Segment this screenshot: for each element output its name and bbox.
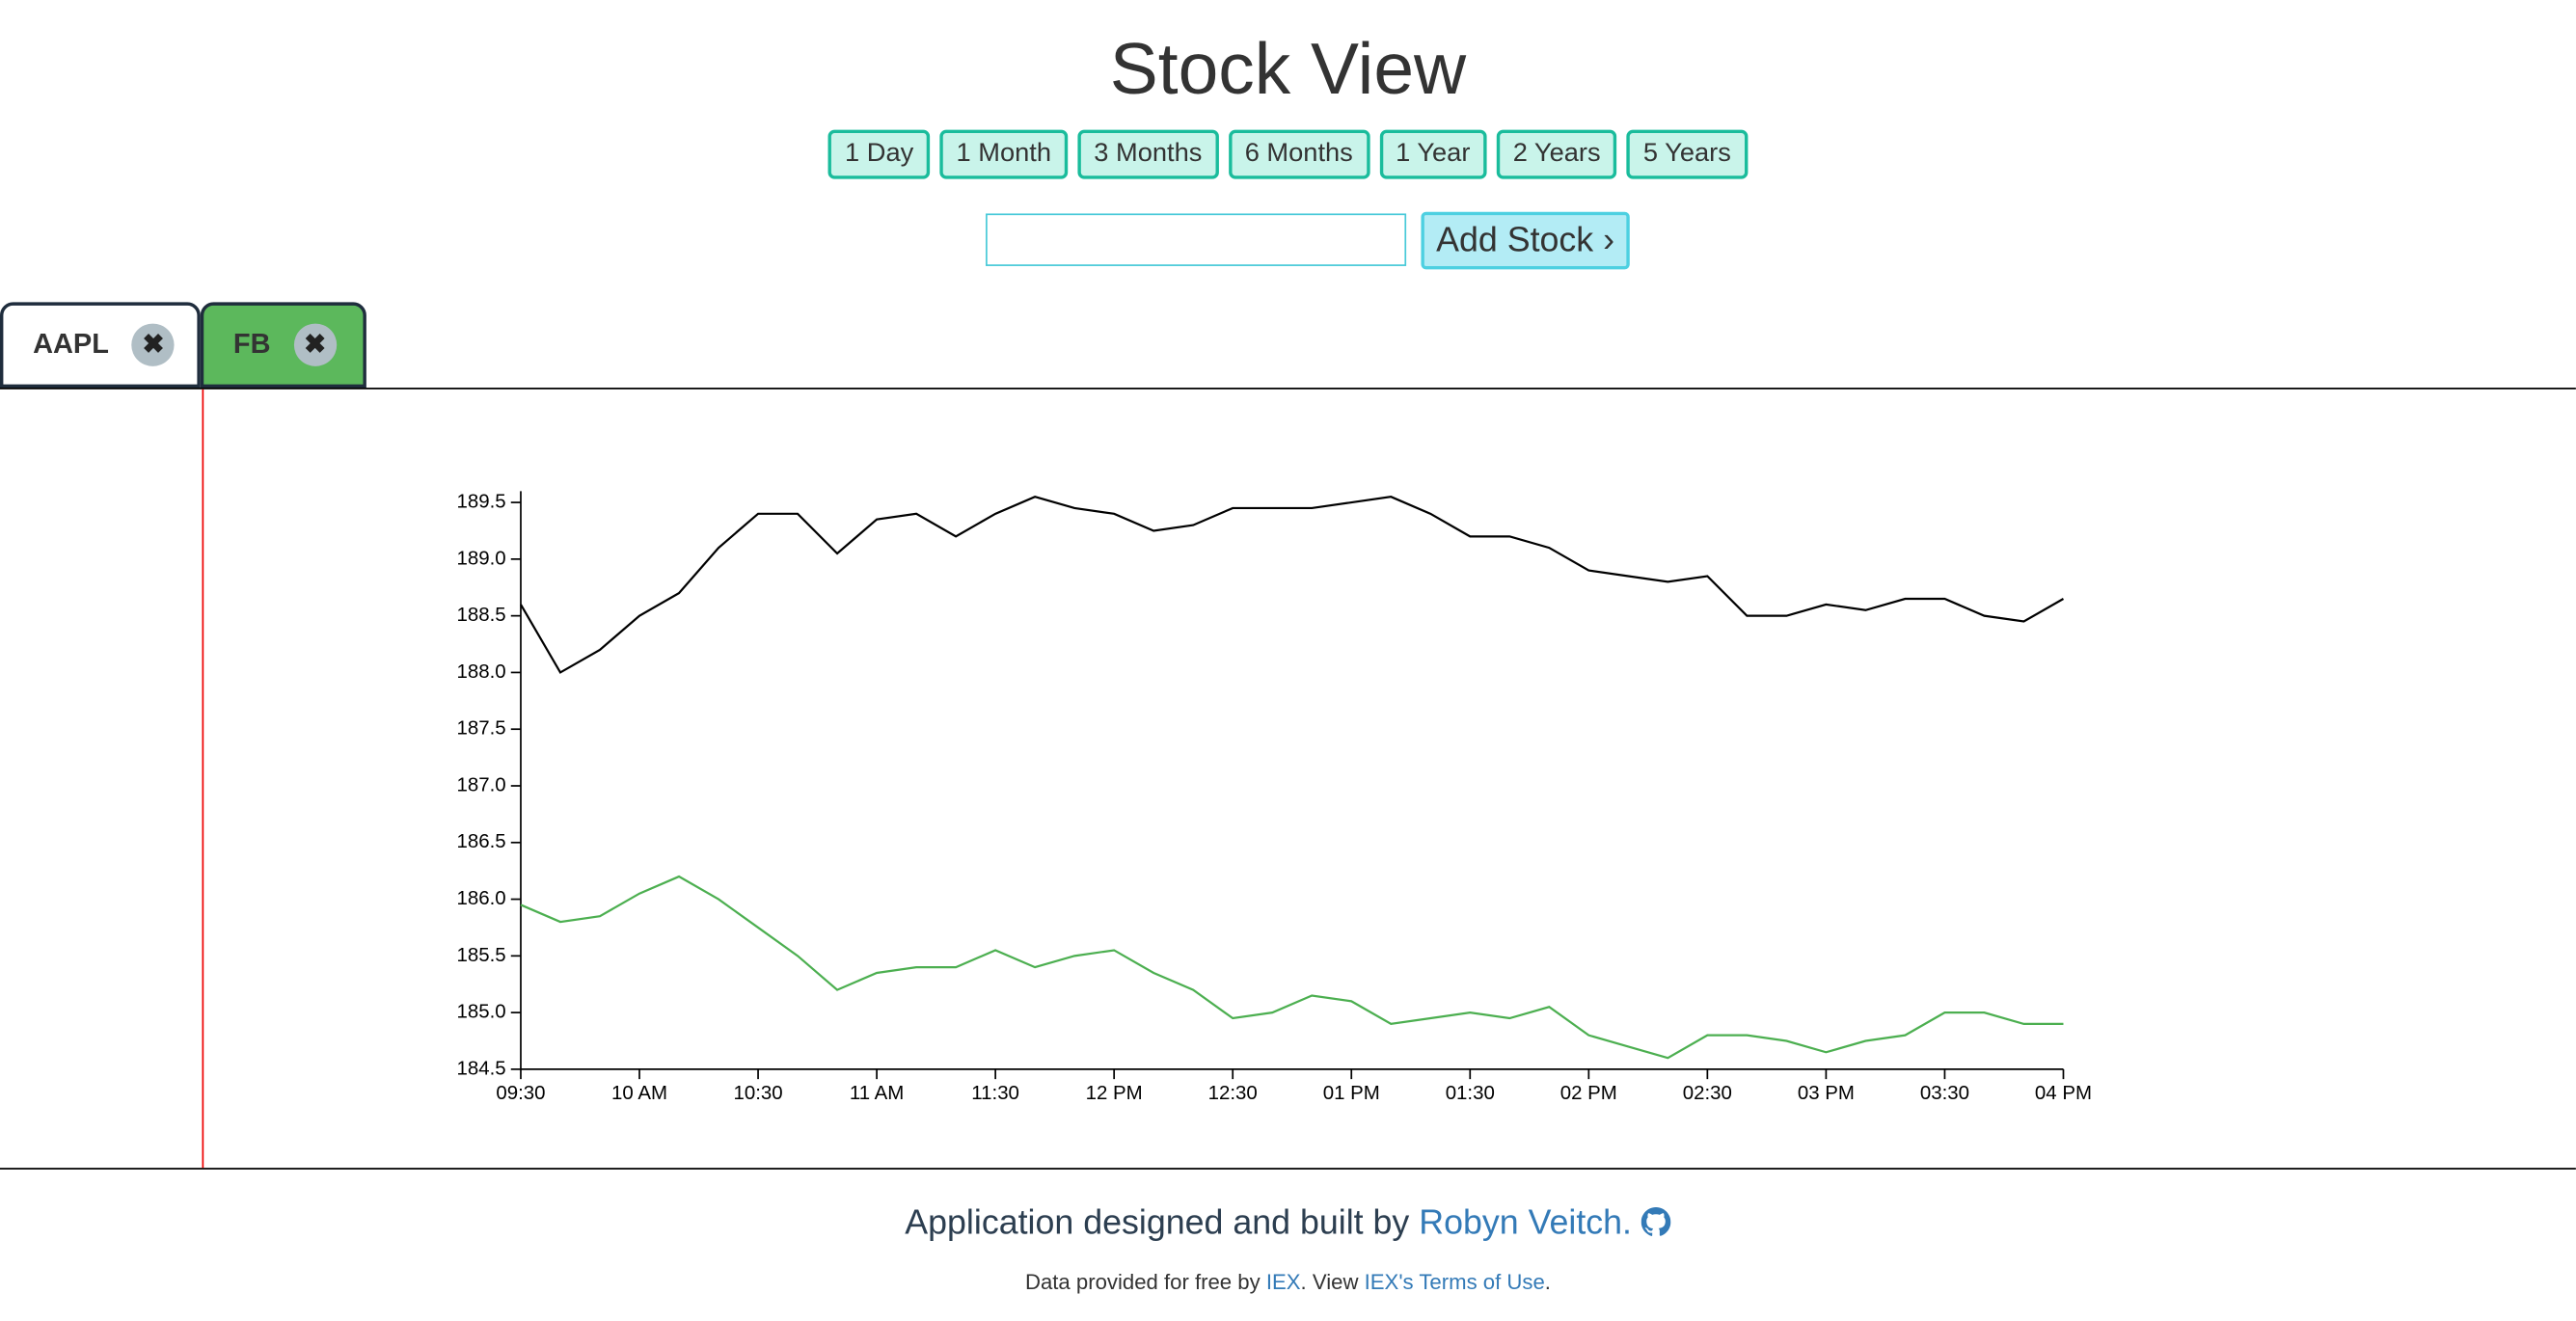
range-button[interactable]: 2 Years: [1496, 129, 1617, 179]
range-button[interactable]: 6 Months: [1228, 129, 1369, 179]
add-stock-button[interactable]: Add Stock ›: [1421, 211, 1630, 270]
series-line: [520, 496, 2065, 674]
x-tick-label: 04 PM: [2035, 1082, 2092, 1104]
x-tick-label: 10 AM: [611, 1082, 667, 1104]
tab-label: FB: [232, 328, 271, 361]
x-tick-label: 12 PM: [1086, 1082, 1143, 1104]
github-icon[interactable]: [1641, 1206, 1671, 1237]
y-tick-label: 185.5: [456, 944, 505, 966]
y-tick-label: 189.0: [456, 547, 505, 569]
x-tick-label: 12:30: [1208, 1082, 1258, 1104]
x-tick-label: 09:30: [496, 1082, 545, 1104]
y-tick-label: 184.5: [456, 1057, 505, 1079]
text: . View: [1300, 1269, 1365, 1295]
x-tick-label: 10:30: [733, 1082, 782, 1104]
y-tick-label: 187.0: [456, 773, 505, 795]
x-tick-label: 03 PM: [1798, 1082, 1855, 1104]
tab[interactable]: AAPL ✖: [0, 302, 201, 389]
footer-credit: Application designed and built by Robyn …: [0, 1204, 2576, 1244]
footer-data: Data provided for free by IEX. View IEX'…: [0, 1270, 2576, 1295]
x-tick-label: 11 AM: [850, 1082, 904, 1104]
range-button[interactable]: 5 Years: [1626, 129, 1748, 179]
range-button[interactable]: 3 Months: [1077, 129, 1219, 179]
x-tick-label: 01 PM: [1323, 1082, 1380, 1104]
x-tick-label: 11:30: [971, 1082, 1019, 1104]
y-tick-label: 189.5: [456, 490, 505, 512]
close-icon[interactable]: ✖: [293, 323, 337, 366]
y-tick-label: 188.5: [456, 604, 505, 626]
y-tick-label: 186.0: [456, 887, 505, 909]
y-tick-label: 186.5: [456, 830, 505, 852]
text: Data provided for free by: [1024, 1269, 1266, 1295]
y-tick-label: 185.0: [456, 1001, 505, 1023]
text: .: [1544, 1269, 1551, 1295]
link[interactable]: IEX's Terms of Use: [1364, 1269, 1545, 1295]
link[interactable]: IEX: [1265, 1269, 1301, 1295]
close-icon[interactable]: ✖: [131, 323, 176, 366]
stock-input[interactable]: [986, 213, 1407, 266]
text: Application designed and built by: [905, 1203, 1420, 1242]
page-title: Stock View: [1109, 29, 1467, 111]
y-tick-label: 188.0: [456, 660, 505, 683]
link[interactable]: Robyn Veitch.: [1419, 1203, 1633, 1242]
range-buttons: 1 Day 1 Month 3 Months 6 Months 1 Year 2 Year…: [0, 129, 2576, 179]
range-button[interactable]: 1 Year: [1379, 129, 1487, 179]
y-tick-label: 187.5: [456, 717, 505, 740]
range-button[interactable]: 1 Month: [939, 129, 1069, 179]
series-line: [520, 875, 2064, 1060]
tab[interactable]: FB ✖: [200, 302, 366, 389]
range-button[interactable]: 1 Day: [828, 129, 931, 179]
x-tick-label: 02:30: [1683, 1082, 1732, 1104]
x-tick-label: 02 PM: [1560, 1082, 1617, 1104]
x-tick-label: 03:30: [1920, 1082, 1969, 1104]
x-tick-label: 01:30: [1446, 1082, 1495, 1104]
tab-label: AAPL: [33, 328, 109, 361]
